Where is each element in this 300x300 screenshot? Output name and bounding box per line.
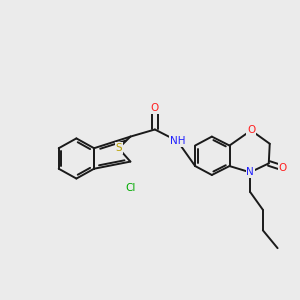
Text: O: O [278, 163, 286, 173]
Text: Cl: Cl [125, 183, 136, 194]
Text: S: S [115, 143, 122, 153]
Text: O: O [151, 103, 159, 113]
Text: NH: NH [170, 136, 185, 146]
Text: N: N [246, 167, 254, 177]
Text: O: O [247, 125, 255, 135]
